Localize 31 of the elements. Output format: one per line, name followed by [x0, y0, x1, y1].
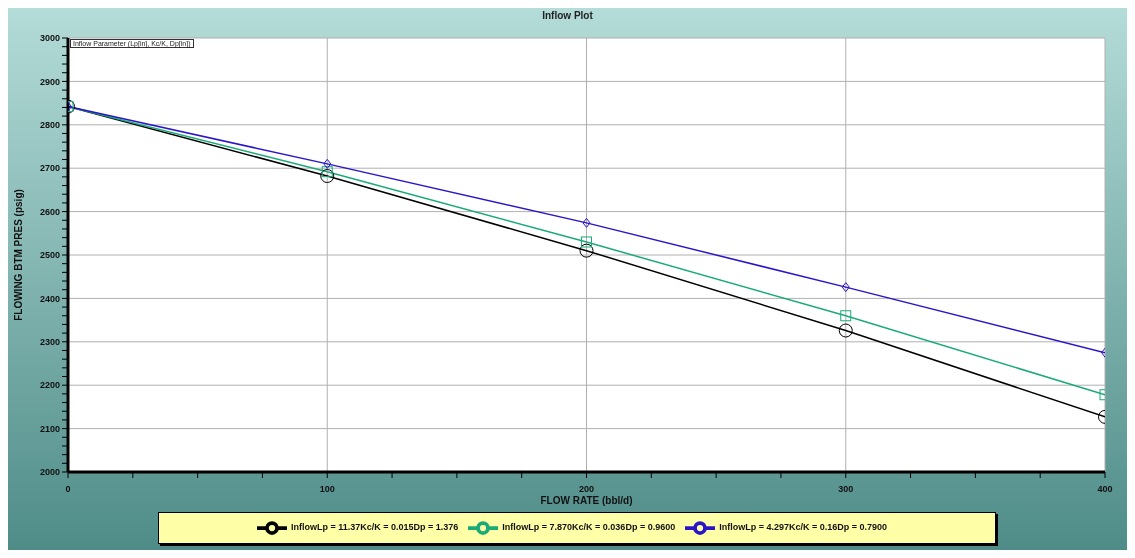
- point: [320, 169, 335, 184]
- chart-title: Inflow Plot: [541, 10, 594, 21]
- point: [838, 323, 853, 338]
- y-tick-label: 2600: [39, 206, 60, 217]
- y-tick-label: 2200: [39, 380, 60, 391]
- y-tick-label: 2700: [39, 163, 60, 174]
- y-tick-label: 2800: [39, 120, 60, 130]
- point: [582, 217, 591, 228]
- point: [323, 158, 332, 169]
- y-tick-label: 2300: [39, 336, 60, 347]
- legend-label: InflowLp = 11.37Kc/K = 0.015Dp = 1.376: [290, 522, 459, 533]
- y-tick-label: 2100: [39, 423, 60, 434]
- x-tick-label: 100: [319, 484, 335, 494]
- x-axis-title: FLOW RATE (bbl/d): [540, 495, 633, 506]
- x-tick-label: 0: [65, 484, 71, 494]
- point: [579, 243, 594, 258]
- point: [840, 310, 852, 322]
- y-axis-title: FLOWING BTM PRES (psig): [12, 189, 24, 321]
- x-tick-label: 300: [838, 484, 854, 494]
- point: [841, 282, 850, 293]
- y-tick-label: 2000: [39, 467, 60, 478]
- y-tick-label: 2500: [39, 250, 60, 261]
- point: [581, 236, 592, 248]
- x-tick-label: 200: [578, 484, 595, 494]
- y-tick-label: 2400: [39, 293, 60, 304]
- y-tick-label: 2900: [39, 76, 60, 87]
- legend-label: InflowLp = 7.870Kc/K = 0.036Dp = 0.9600: [502, 522, 676, 533]
- legend-label: InflowLp = 4.297Kc/K = 0.16Dp = 0.7900: [719, 522, 887, 533]
- point: [321, 166, 333, 178]
- x-tick-label: 400: [1097, 484, 1113, 494]
- y-tick-label: 3000: [39, 33, 60, 44]
